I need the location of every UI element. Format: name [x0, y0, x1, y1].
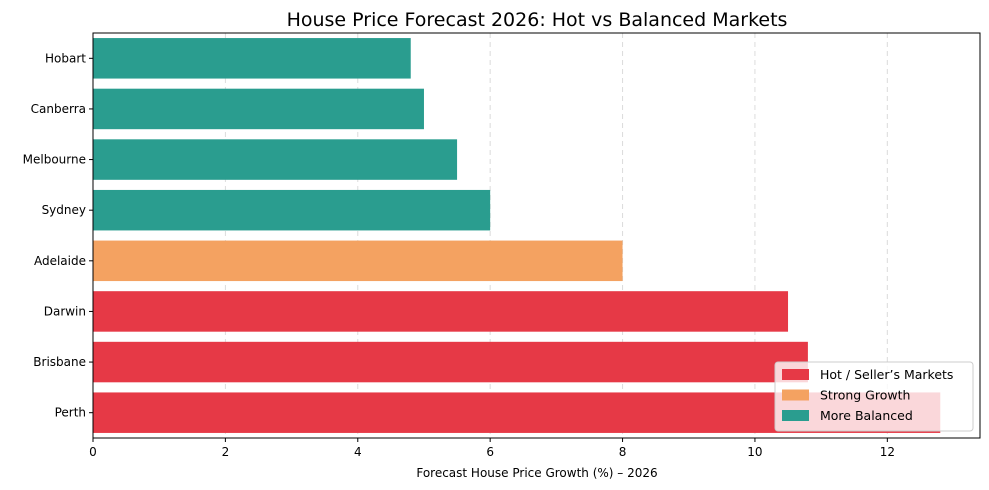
legend-swatch-balanced: [782, 410, 809, 421]
legend-label-strong: Strong Growth: [820, 388, 910, 403]
legend-box: [774, 361, 974, 432]
y-tick-label: Perth: [55, 406, 86, 420]
x-axis-label: Forecast House Price Growth (%) – 2026: [416, 466, 657, 480]
bar-canberra: [93, 88, 424, 130]
bar-sydney: [93, 189, 491, 231]
x-tick-label: 8: [619, 445, 627, 459]
x-tick-label: 6: [486, 445, 494, 459]
legend-label-hot: Hot / Seller’s Markets: [820, 367, 953, 382]
bar-brisbane: [93, 341, 808, 383]
legend-swatch-strong: [782, 389, 809, 401]
y-tick-label: Brisbane: [33, 355, 86, 369]
bar-darwin: [93, 291, 789, 332]
x-tick-label: 4: [354, 445, 362, 459]
legend-swatch-hot: [782, 369, 809, 380]
y-axis-ticks: Perth Brisbane Darwin Adelaide Sydney Melbour…: [23, 51, 93, 420]
y-tick-label: Adelaide: [34, 254, 86, 268]
legend: Hot / Seller’s Markets Strong Growth More …: [774, 361, 974, 432]
x-tick-label: 0: [89, 445, 97, 459]
y-tick-label: Melbourne: [23, 153, 86, 167]
bar-melbourne: [93, 139, 458, 180]
x-tick-label: 10: [747, 445, 762, 459]
y-tick-label: Sydney: [42, 203, 86, 217]
x-tick-label: 12: [880, 445, 895, 459]
plot-frame: [92, 32, 981, 439]
chart-title: House Price Forecast 2026: Hot vs Balanc…: [287, 9, 788, 31]
bar-adelaide: [93, 240, 623, 282]
legend-label-balanced: More Balanced: [820, 408, 913, 423]
y-tick-label: Canberra: [31, 102, 86, 116]
bar-hobart: [93, 38, 411, 79]
y-tick-label: Darwin: [44, 304, 86, 318]
x-axis-ticks: 0 2 4 6 8 10 12: [89, 438, 895, 459]
x-tick-label: 2: [222, 445, 230, 459]
bars: [93, 38, 941, 433]
y-tick-label: Hobart: [45, 51, 86, 65]
